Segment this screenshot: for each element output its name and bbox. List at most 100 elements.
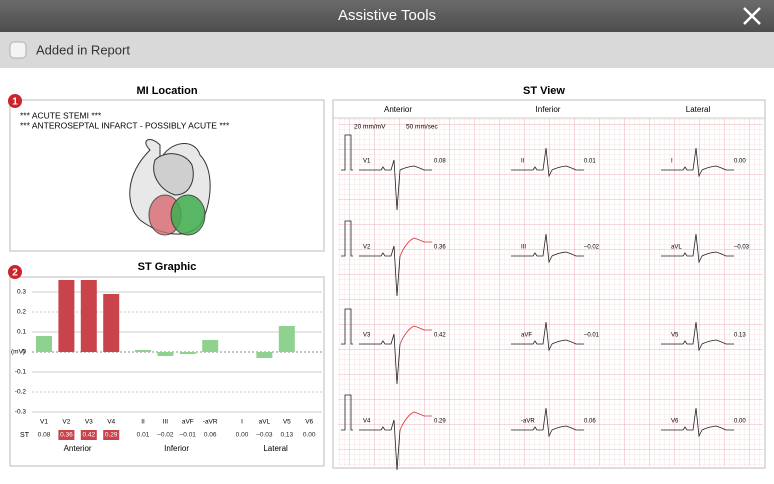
- x-tick-label: V1: [40, 419, 48, 426]
- group-label: Inferior: [164, 444, 189, 453]
- x-tick-label: II: [141, 419, 145, 426]
- y-tick-label: -0.2: [15, 389, 27, 396]
- bar: [80, 280, 97, 352]
- value-label: 0.00: [236, 432, 249, 439]
- lead-value: 0.36: [434, 245, 446, 251]
- lead-label: I: [671, 159, 673, 165]
- marker-label: 2: [12, 268, 18, 279]
- diagnosis: *** ANTEROSEPTAL INFARCT - POSSIBLY ACUT…: [20, 120, 230, 130]
- ecg-trace: [661, 233, 703, 264]
- speed: 50 mm/sec: [406, 124, 439, 131]
- bar: [179, 352, 196, 354]
- label-highlight: [80, 430, 97, 440]
- ecg-trace: [661, 321, 703, 352]
- lead-label: V2: [363, 245, 371, 251]
- x-tick-label: III: [163, 419, 169, 426]
- x-tick-label: V2: [62, 419, 70, 426]
- ecg-trace: [511, 233, 553, 264]
- lead-label: II: [521, 159, 525, 165]
- panel-title: MI Location: [136, 85, 197, 97]
- ecg-grid: [338, 118, 763, 466]
- value-label: 0.13: [280, 432, 293, 439]
- marker: [8, 94, 22, 108]
- st-segment: [701, 425, 734, 431]
- ecg-trace: [359, 333, 401, 385]
- bar: [36, 336, 52, 352]
- ecg-trace: [359, 419, 401, 471]
- lead-value: –0.01: [584, 333, 600, 339]
- gain: 20 mm/mV: [354, 124, 386, 131]
- value-label: 0.06: [204, 432, 217, 439]
- lead-value: 0.29: [434, 419, 446, 425]
- diagnosis: *** ACUTE STEMI ***: [20, 110, 102, 120]
- lead-value: 0.08: [434, 159, 446, 165]
- y-tick-label: 0.2: [17, 309, 26, 316]
- lead-value: –0.03: [734, 245, 750, 251]
- x-tick-label: V5: [283, 419, 291, 426]
- value-label: –0.02: [157, 432, 174, 439]
- calibration-pulse: [341, 394, 353, 431]
- x-tick-label: V6: [305, 419, 313, 426]
- st-segment: [551, 425, 584, 431]
- bar: [135, 350, 151, 352]
- column-label: Anterior: [384, 105, 412, 114]
- ecg-trace: [359, 159, 401, 211]
- group-label: Lateral: [263, 444, 288, 453]
- lead-value: –0.02: [584, 245, 600, 251]
- st-segment: [551, 251, 584, 257]
- lead-label: V6: [671, 419, 679, 425]
- label-highlight: [103, 430, 120, 440]
- value-label: –0.03: [256, 432, 273, 439]
- st-segment: [399, 165, 432, 171]
- lead-value: 0.01: [584, 159, 596, 165]
- marker-label: 1: [12, 97, 18, 108]
- value-label: 0.36: [60, 432, 73, 439]
- value-label: 0.42: [82, 432, 95, 439]
- ecg-trace: [661, 407, 703, 438]
- y-tick-label: 0.1: [17, 329, 26, 336]
- bar: [202, 340, 219, 352]
- bar: [157, 352, 174, 356]
- group-label: Anterior: [64, 444, 92, 453]
- ecg-trace: [511, 321, 553, 352]
- lead-value: 0.13: [734, 333, 746, 339]
- y-axis-label: (mV): [11, 349, 25, 356]
- toolbar: [0, 32, 774, 68]
- lead-value: 0.06: [584, 419, 596, 425]
- ecg-trace: [511, 147, 553, 178]
- st-segment: [399, 411, 432, 431]
- lead-label: III: [521, 245, 526, 251]
- st-segment: [701, 165, 734, 171]
- column-label: Inferior: [536, 105, 561, 114]
- st-segment: [701, 251, 734, 257]
- value-label: 0.29: [105, 432, 118, 439]
- bar: [58, 280, 75, 352]
- checkbox-label[interactable]: Added in Report: [36, 42, 130, 57]
- x-tick-label: aVF: [182, 419, 194, 426]
- ecg-trace: [511, 407, 553, 438]
- y-tick-label: 0.3: [17, 289, 26, 296]
- lead-label: -aVR: [521, 419, 535, 425]
- st-segment: [399, 325, 432, 345]
- ecg-trace: [661, 147, 703, 178]
- lead-value: 0.00: [734, 159, 746, 165]
- st-segment: [399, 237, 432, 257]
- panel-title: ST Graphic: [138, 261, 197, 273]
- bars: [36, 280, 295, 358]
- lead-label: V3: [363, 333, 371, 339]
- checkbox[interactable]: [9, 41, 27, 59]
- st-segment: [701, 339, 734, 345]
- title-bar: [0, 0, 774, 32]
- y-tick-label: -0.1: [15, 369, 27, 376]
- lead-label: V5: [671, 333, 679, 339]
- label-highlight: [58, 430, 75, 440]
- close-button[interactable]: [743, 7, 761, 25]
- x-tick-label: V3: [85, 419, 93, 426]
- bar: [103, 294, 120, 352]
- value-label: 0.01: [137, 432, 150, 439]
- y-tick-label: -0.3: [15, 409, 27, 416]
- heart-illustration: [129, 139, 211, 236]
- column-label: Lateral: [686, 105, 711, 114]
- st-view: Anterior Inferior Lateral V1 0.08 V2 0.36 V3 0.4…: [341, 105, 750, 471]
- lead-value: 0.42: [434, 333, 446, 339]
